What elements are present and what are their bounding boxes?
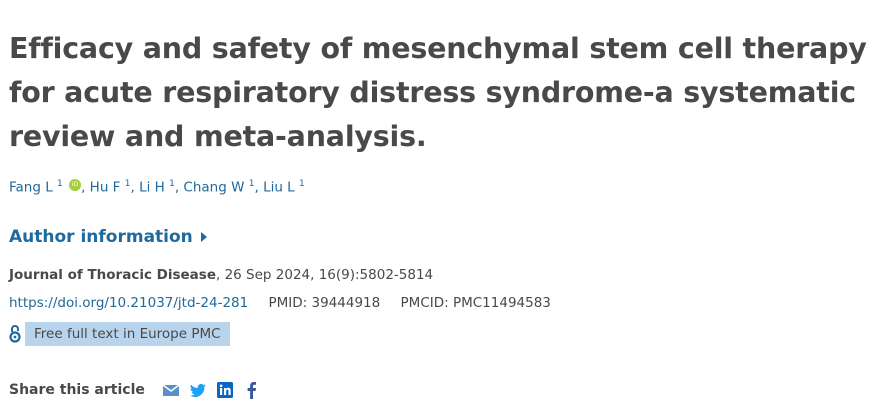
share-bar: Share this article xyxy=(9,381,261,399)
affiliation-marker[interactable]: 1 xyxy=(57,179,63,189)
identifiers: https://doi.org/10.21037/jtd-24-281 PMID… xyxy=(9,295,567,311)
pmid: PMID: 39444918 xyxy=(268,295,381,311)
linkedin-icon[interactable] xyxy=(216,381,234,399)
facebook-icon[interactable] xyxy=(243,381,261,399)
author-link[interactable]: Hu F xyxy=(89,179,121,196)
journal-citation: Journal of Thoracic Disease, 26 Sep 2024… xyxy=(9,267,433,283)
twitter-icon[interactable] xyxy=(189,381,207,399)
affiliation-marker[interactable]: 1 xyxy=(124,179,131,189)
author-link[interactable]: Li H xyxy=(139,179,165,196)
affiliation-marker[interactable]: 1 xyxy=(248,179,255,189)
share-label: Share this article xyxy=(9,382,145,398)
author-information-label: Author information xyxy=(9,227,193,247)
free-full-text-label: Free full text in Europe PMC xyxy=(25,322,230,346)
affiliation-marker[interactable]: 1 xyxy=(169,179,175,189)
author-link[interactable]: Liu L xyxy=(263,179,295,196)
open-access-icon xyxy=(9,325,21,343)
citation-details: , 26 Sep 2024, 16(9):5802-5814 xyxy=(215,267,434,283)
email-icon[interactable] xyxy=(162,381,180,399)
author-list: Fang L 1 iD, Hu F 1, Li H 1, Chang W 1, … xyxy=(9,179,305,196)
caret-right-icon xyxy=(200,232,207,242)
author-information-toggle[interactable]: Author information xyxy=(9,227,207,247)
free-full-text-link[interactable]: Free full text in Europe PMC xyxy=(9,322,230,346)
article-title: Efficacy and safety of mesenchymal stem … xyxy=(9,32,867,153)
pmcid: PMCID: PMC11494583 xyxy=(400,295,551,311)
author-link[interactable]: Chang W xyxy=(183,179,245,196)
orcid-icon[interactable]: iD xyxy=(69,179,82,191)
journal-name: Journal of Thoracic Disease xyxy=(9,267,216,283)
affiliation-marker[interactable]: 1 xyxy=(299,179,305,189)
doi-link[interactable]: https://doi.org/10.21037/jtd-24-281 xyxy=(9,295,249,311)
author-link[interactable]: Fang L xyxy=(9,179,53,196)
